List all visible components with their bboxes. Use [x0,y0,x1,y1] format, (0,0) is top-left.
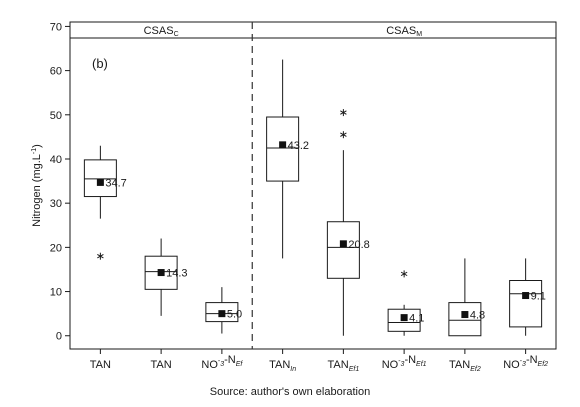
group-label: CSASC [144,25,179,38]
mean-marker [96,178,104,186]
x-axis: TAN TAN NO-3-NEf TANIn TANEf1 NO-3-NEf1 TANEf2… [90,349,548,373]
y-tick-label: 60 [50,66,62,78]
box-8: 9.1 [509,258,546,336]
mean-marker [218,310,226,318]
x-tick-label-main: NO [201,359,218,371]
outlier-marker [340,131,347,139]
mean-label: 5.0 [227,309,242,321]
group-label-sub: C [174,31,179,38]
iqr-box [326,221,360,279]
source-note: Source: author's own elaboration [209,386,371,398]
mean-label: 9.1 [531,291,546,303]
boxes: 34.7 14.3 5.0 43.2 20.8 4.1 4.8 9.1 [83,59,546,337]
mean-marker [400,314,408,322]
x-tick-label-sub: 3 [522,361,526,368]
mean-marker [339,240,347,248]
mean-marker [157,269,165,277]
y-axis: 0 10 20 30 40 50 60 70 [50,21,70,343]
panel-label: (b) [92,56,108,71]
x-tick-label-main: TAN [328,359,349,371]
x-tick-label-main: TAN [90,359,111,371]
x-tick-label: TANEf2 [449,359,481,373]
box-2: 14.3 [144,238,188,316]
iqr-box [448,302,482,337]
x-tick-label-main: -N [404,354,416,366]
mean-label: 34.7 [105,177,126,189]
x-tick-label-sub: Ef [236,361,244,368]
x-tick-label: TANIn [269,359,296,373]
x-tick-label-main: -N [526,354,538,366]
x-tick-label: NO-3-NEf [201,354,243,371]
iqr-box [509,280,543,328]
y-tick-label: 10 [50,287,62,299]
box-1: 34.7 [83,145,127,260]
x-tick-label: TAN [90,359,111,371]
box-5: 20.8 [326,109,370,336]
x-tick-label-sup: - [218,358,221,365]
y-axis-title-main: Nitrogen (mg.L [31,154,43,227]
group-label-main: CSAS [144,25,174,37]
mean-marker [461,311,469,319]
box-3: 5.0 [205,287,242,334]
box-4: 43.2 [266,59,309,259]
x-tick-label-main: TAN [269,359,290,371]
y-tick-label: 20 [50,242,62,254]
y-tick-label: 0 [56,331,62,343]
iqr-box [266,116,300,182]
x-tick-label-main: TAN [449,359,470,371]
mean-label: 20.8 [348,239,369,251]
x-tick-label-sub: Ef2 [538,361,549,368]
x-tick-label-main: NO [503,359,520,371]
y-tick-label: 70 [50,21,62,33]
x-tick-label-sub: 3 [220,361,224,368]
plot-frame [69,21,557,350]
mean-marker [522,292,530,300]
outlier-marker [97,252,104,260]
x-tick-label: TANEf1 [328,359,360,373]
x-tick-label-main: NO [382,359,399,371]
mean-label: 14.3 [166,268,187,280]
x-tick-label-sub: Ef2 [470,366,481,373]
y-axis-title-tail: ) [31,144,43,148]
x-tick-label-sub: In [290,366,296,373]
iqr-box [83,159,117,198]
group-header-band: CSASC CSASM [70,22,556,349]
x-tick-label-sub: 3 [401,361,405,368]
y-tick-label: 40 [50,154,62,166]
x-tick-label: NO-3-NEf2 [503,354,548,371]
box-6: 4.1 [387,270,424,336]
y-axis-title-sup: -1 [31,148,38,154]
group-label-main: CSAS [386,25,416,37]
mean-label: 4.1 [409,313,424,325]
x-tick-label-sub: Ef1 [349,366,360,373]
box-7: 4.8 [448,258,485,337]
y-axis-title: Nitrogen (mg.L-1) [31,144,43,227]
outlier-marker [400,270,408,278]
x-tick-label-sup: - [520,358,523,365]
x-tick-label: NO-3-NEf1 [382,354,427,371]
mean-label: 43.2 [288,140,309,152]
outlier-marker [340,109,347,117]
group-label-sub: M [416,31,422,38]
x-tick-label-sub: Ef1 [416,361,427,368]
mean-marker [279,141,287,149]
y-tick-label: 30 [50,198,62,210]
mean-label: 4.8 [470,310,485,322]
x-tick-label-sup: - [398,358,401,365]
y-tick-label: 50 [50,110,62,122]
x-tick-label: TAN [151,359,172,371]
group-label: CSASM [386,25,422,38]
x-tick-label-main: -N [224,354,236,366]
x-tick-label-main: TAN [151,359,172,371]
